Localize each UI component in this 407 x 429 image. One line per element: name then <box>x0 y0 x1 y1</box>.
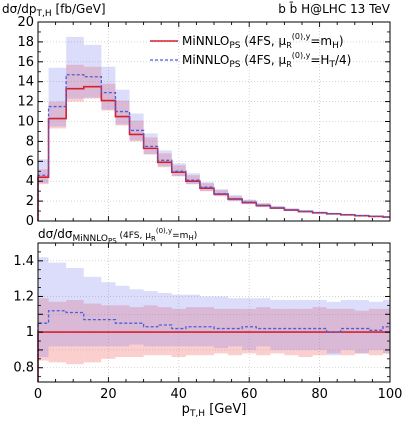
bottom-panel: 0.8 1 1.2 1.4 0 20 40 60 80 100 <box>13 242 403 402</box>
y-tick-label: 10 <box>17 115 34 130</box>
uncertainty-band-bin <box>115 305 130 358</box>
uncertainty-band-bin <box>228 298 243 347</box>
uncertainty-band-bin <box>312 300 327 350</box>
uncertainty-band-bin <box>83 66 102 99</box>
uncertainty-band-bin <box>171 163 186 177</box>
uncertainty-band-bin <box>171 308 186 358</box>
uncertainty-band-bin <box>270 300 285 350</box>
uncertainty-band-bin <box>48 262 67 347</box>
y-tick-label: 4 <box>26 174 34 189</box>
uncertainty-band-bin <box>185 173 200 185</box>
y-tick-label: 6 <box>26 154 34 169</box>
x-tick-label: 100 <box>378 387 403 402</box>
uncertainty-band-bin <box>214 189 229 197</box>
y-tick-label: 20 <box>17 15 34 30</box>
y-tick-label: 16 <box>17 55 34 70</box>
uncertainty-band-bin <box>256 307 271 356</box>
x-tick-label: 0 <box>34 387 42 402</box>
uncertainty-band-bin <box>298 308 313 358</box>
uncertainty-band-bin <box>129 289 144 345</box>
uncertainty-band-bin <box>48 67 67 127</box>
uncertainty-band-bin <box>143 291 158 347</box>
x-tick-label: 40 <box>171 387 188 402</box>
uncertainty-band-bin <box>66 64 84 102</box>
uncertainty-band-bin <box>101 66 116 110</box>
uncertainty-band-bin <box>83 303 102 363</box>
y-tick-label: 0.8 <box>13 361 34 376</box>
uncertainty-band-bin <box>312 307 327 356</box>
uncertainty-band-bin <box>129 113 144 141</box>
uncertainty-band-bin <box>115 100 130 126</box>
uncertainty-band-bin <box>185 307 200 356</box>
x-tick-label: 20 <box>100 387 117 402</box>
top-panel: 0 2 4 6 8 10 12 14 16 18 20 <box>17 15 391 229</box>
uncertainty-band-bin <box>115 89 130 125</box>
legend-label-blue: MiNNLOPS (4FS, μR(0),y=HT/4) <box>182 51 351 70</box>
uncertainty-band-bin <box>157 150 172 167</box>
y-tick-label: 1 <box>26 325 34 340</box>
uncertainty-band-bin <box>242 298 257 350</box>
y-tick-label: 0 <box>26 214 34 229</box>
uncertainty-band-bin <box>256 298 271 347</box>
y-tick-label: 14 <box>17 75 34 90</box>
legend-label-red: MiNNLOPS (4FS, μR(0),y=mH) <box>182 32 344 51</box>
series-line <box>37 310 390 382</box>
uncertainty-band-bin <box>143 133 158 155</box>
top-ylabel: dσ/dpT,H [fb/GeV] <box>2 2 106 19</box>
uncertainty-band-bin <box>115 285 130 347</box>
uncertainty-band-bin <box>171 165 186 177</box>
y-tick-label: 18 <box>17 35 34 50</box>
uncertainty-band-bin <box>298 300 313 350</box>
uncertainty-band-bin <box>66 36 84 99</box>
uncertainty-band-bin <box>242 308 257 354</box>
y-tick-label: 1.4 <box>13 254 34 269</box>
uncertainty-band-bin <box>157 307 172 356</box>
uncertainty-band-bin <box>340 300 355 350</box>
uncertainty-band-bin <box>83 44 102 98</box>
uncertainty-band-bin <box>326 301 341 356</box>
uncertainty-band-bin <box>66 267 84 347</box>
uncertainty-band-bin <box>38 257 49 358</box>
bottom-ylabel: dσ/dσMiNNLOPS (4FS, μR(0),y=mH) <box>38 227 197 245</box>
uncertainty-band-bin <box>368 301 383 350</box>
uncertainty-band-bin <box>101 282 116 347</box>
labels: dσ/dpT,H [fb/GeV] b b̄ H@LHC 13 TeV dσ/d… <box>2 2 391 419</box>
uncertainty-band-bin <box>38 298 49 361</box>
uncertainty-band-bin <box>326 308 341 354</box>
legend: MiNNLOPS (4FS, μR(0),y=mH) MiNNLOPS (4FS… <box>150 32 351 70</box>
y-tick-label: 2 <box>26 194 34 209</box>
uncertainty-band-bin <box>382 308 390 354</box>
x-tick-label: 60 <box>241 387 258 402</box>
series-line <box>37 74 390 221</box>
uncertainty-band-bin <box>214 296 229 349</box>
uncertainty-band-bin <box>83 276 102 347</box>
y-tick-label: 8 <box>26 134 34 149</box>
uncertainty-band-bin <box>38 159 49 184</box>
uncertainty-band-bin <box>157 153 172 168</box>
uncertainty-band-bin <box>157 292 172 347</box>
y-tick-label: 1.2 <box>13 289 34 304</box>
uncertainty-band-bin <box>199 296 214 347</box>
x-axis-label: pT,H [GeV] <box>182 402 247 419</box>
uncertainty-band-bin <box>354 300 369 354</box>
uncertainty-band-bin <box>214 308 229 354</box>
uncertainty-band-bin <box>185 294 200 347</box>
x-tick-label: 80 <box>311 387 328 402</box>
uncertainty-band-bin <box>101 83 116 111</box>
process-label: b b̄ H@LHC 13 TeV <box>278 2 391 16</box>
uncertainty-band-bin <box>284 300 299 350</box>
uncertainty-band-bin <box>270 308 285 354</box>
uncertainty-band-bin <box>199 307 214 356</box>
uncertainty-band-bin <box>171 294 186 347</box>
uncertainty-band-bin <box>214 190 229 197</box>
uncertainty-band-bin <box>48 101 67 129</box>
uncertainty-band-bin <box>143 305 158 356</box>
y-tick-label: 12 <box>17 95 34 110</box>
series-line <box>37 85 390 221</box>
